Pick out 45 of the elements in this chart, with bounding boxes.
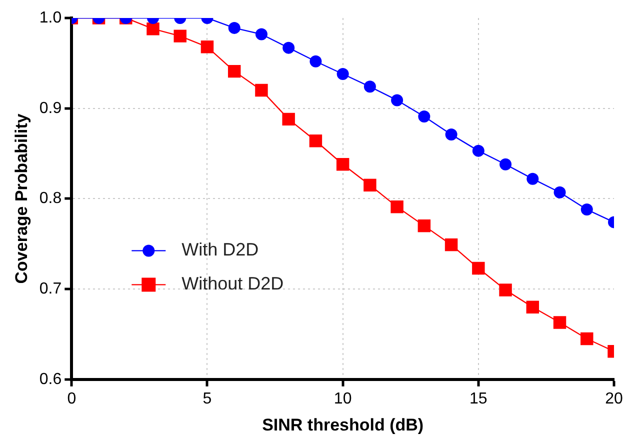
point: [310, 55, 322, 68]
point: [391, 94, 404, 106]
point: [336, 68, 349, 80]
y-tick-label: 0.6: [39, 370, 62, 388]
point: [580, 332, 594, 346]
point: [526, 172, 539, 185]
x-axis-title: SINR threshold (dB): [262, 415, 424, 434]
point: [500, 158, 512, 170]
y-tick-label: 0.7: [39, 280, 62, 298]
x-tick-label: 10: [334, 390, 352, 408]
point: [336, 158, 350, 171]
y-tick-label: 1.0: [39, 9, 62, 26]
point: [309, 134, 322, 148]
y-axis-title: Coverage Probability: [12, 113, 31, 284]
legend-label: Without D2D: [182, 274, 284, 294]
point: [553, 316, 566, 329]
x-tick-label: 20: [605, 390, 623, 408]
point: [200, 40, 214, 54]
point: [282, 42, 295, 54]
point: [445, 128, 458, 141]
point: [499, 284, 512, 296]
point: [580, 204, 593, 216]
point: [364, 178, 376, 192]
point: [228, 22, 240, 34]
point: [174, 30, 186, 42]
point: [418, 110, 430, 122]
point: [228, 64, 241, 78]
y-tick-label: 0.9: [39, 100, 62, 117]
point: [472, 262, 485, 275]
point: [282, 112, 295, 126]
point: [554, 186, 566, 198]
point: [390, 200, 404, 214]
point: [255, 84, 268, 97]
point: [526, 300, 540, 314]
point: [472, 144, 484, 157]
point: [146, 22, 160, 36]
point: [418, 219, 431, 232]
point: [364, 80, 376, 93]
legend-label: With D2D: [182, 240, 259, 260]
x-tick-label: 5: [202, 390, 212, 408]
point: [444, 238, 458, 252]
x-tick-label: 0: [67, 390, 76, 408]
point: [255, 28, 268, 40]
y-tick-label: 0.8: [39, 190, 62, 208]
x-tick-label: 15: [470, 390, 488, 408]
